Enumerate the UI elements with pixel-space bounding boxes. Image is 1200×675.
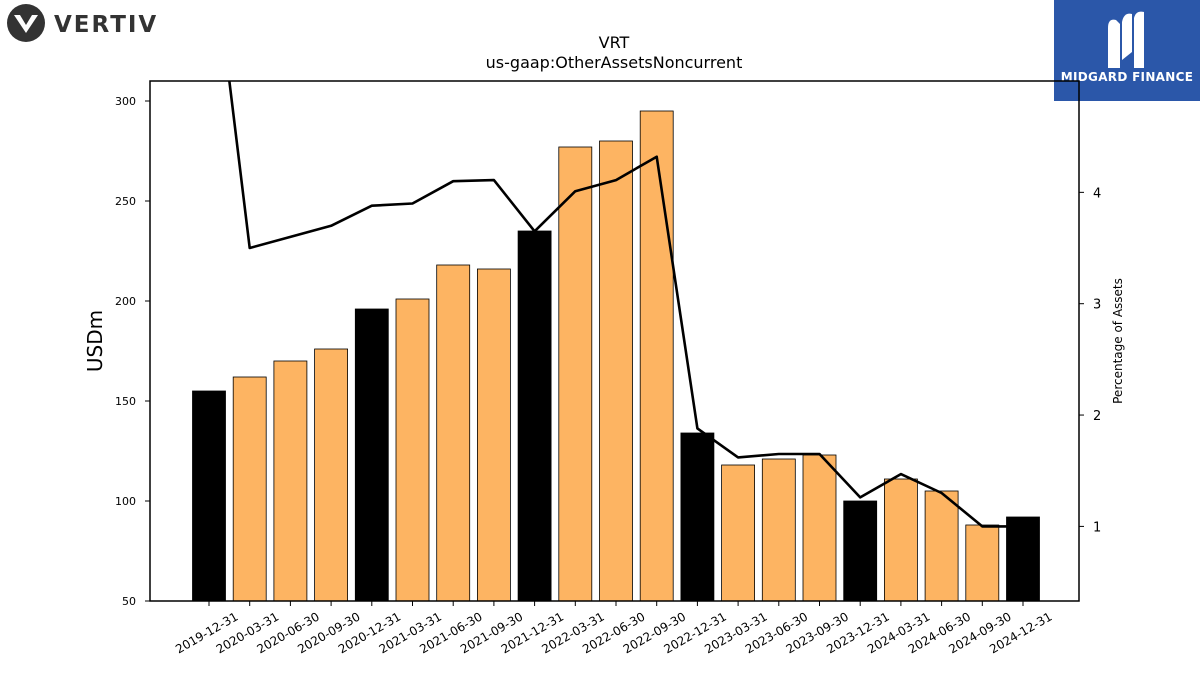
bar-2021-03-31 (395, 298, 430, 602)
bar-2020-06-30 (273, 360, 308, 602)
bar-2021-06-30 (436, 264, 471, 602)
y-tick-label: 200 (115, 295, 136, 308)
chart-title: VRT (599, 33, 630, 52)
y-tick-label: 250 (115, 195, 136, 208)
vertiv-chevron-icon (6, 3, 46, 47)
y-tick-label: 50 (122, 595, 136, 608)
vertiv-logo: VERTIV (6, 4, 158, 46)
y2-axis-label: Percentage of Assets (1111, 278, 1125, 404)
bar-2023-12-31 (843, 500, 878, 602)
bar-2024-03-31 (884, 478, 918, 602)
y2-tick-label: 4 (1093, 186, 1101, 201)
bar-2023-09-30 (802, 454, 837, 602)
y-tick-label: 150 (115, 395, 136, 408)
chart-subtitle: us-gaap:OtherAssetsNoncurrent (486, 53, 743, 72)
y-axis: 50 100 150 200 250 300 (115, 95, 150, 608)
bar-2020-12-31 (354, 308, 389, 602)
x-axis: 2019-12-312020-03-312020-06-302020-09-30… (173, 601, 1055, 656)
bar-2022-03-31 (558, 146, 593, 602)
y2-axis: 1 2 3 4 (1079, 186, 1101, 535)
bar-2022-12-31 (680, 432, 715, 602)
bar-group (192, 110, 1040, 602)
bar-2020-09-30 (314, 348, 349, 602)
y2-tick-label: 2 (1093, 409, 1101, 424)
bar-2022-09-30 (639, 110, 674, 602)
bar-2021-12-31 (517, 230, 552, 602)
bar-2020-03-31 (232, 376, 267, 602)
vertiv-logo-text: VERTIV (54, 12, 159, 38)
plot-frame (149, 80, 1080, 602)
y-tick-label: 100 (115, 495, 136, 508)
percentage-line (228, 81, 1023, 528)
bar-2023-03-31 (721, 464, 755, 602)
y-tick-label: 300 (115, 95, 136, 108)
bar-2024-12-31 (1006, 516, 1040, 602)
bar-2024-09-30 (965, 524, 1000, 602)
bar-2024-06-30 (924, 490, 959, 602)
midgard-logo-text: MIDGARD FINANCE (1060, 70, 1194, 84)
y2-tick-label: 1 (1093, 520, 1101, 535)
y2-tick-label: 3 (1093, 298, 1101, 313)
bar-2022-06-30 (599, 140, 633, 602)
bar-2023-06-30 (761, 458, 796, 602)
bar-2021-09-30 (476, 268, 511, 602)
line-group (228, 81, 1023, 528)
bar-2019-12-31 (192, 390, 226, 602)
y-axis-label: USDm (83, 310, 107, 372)
